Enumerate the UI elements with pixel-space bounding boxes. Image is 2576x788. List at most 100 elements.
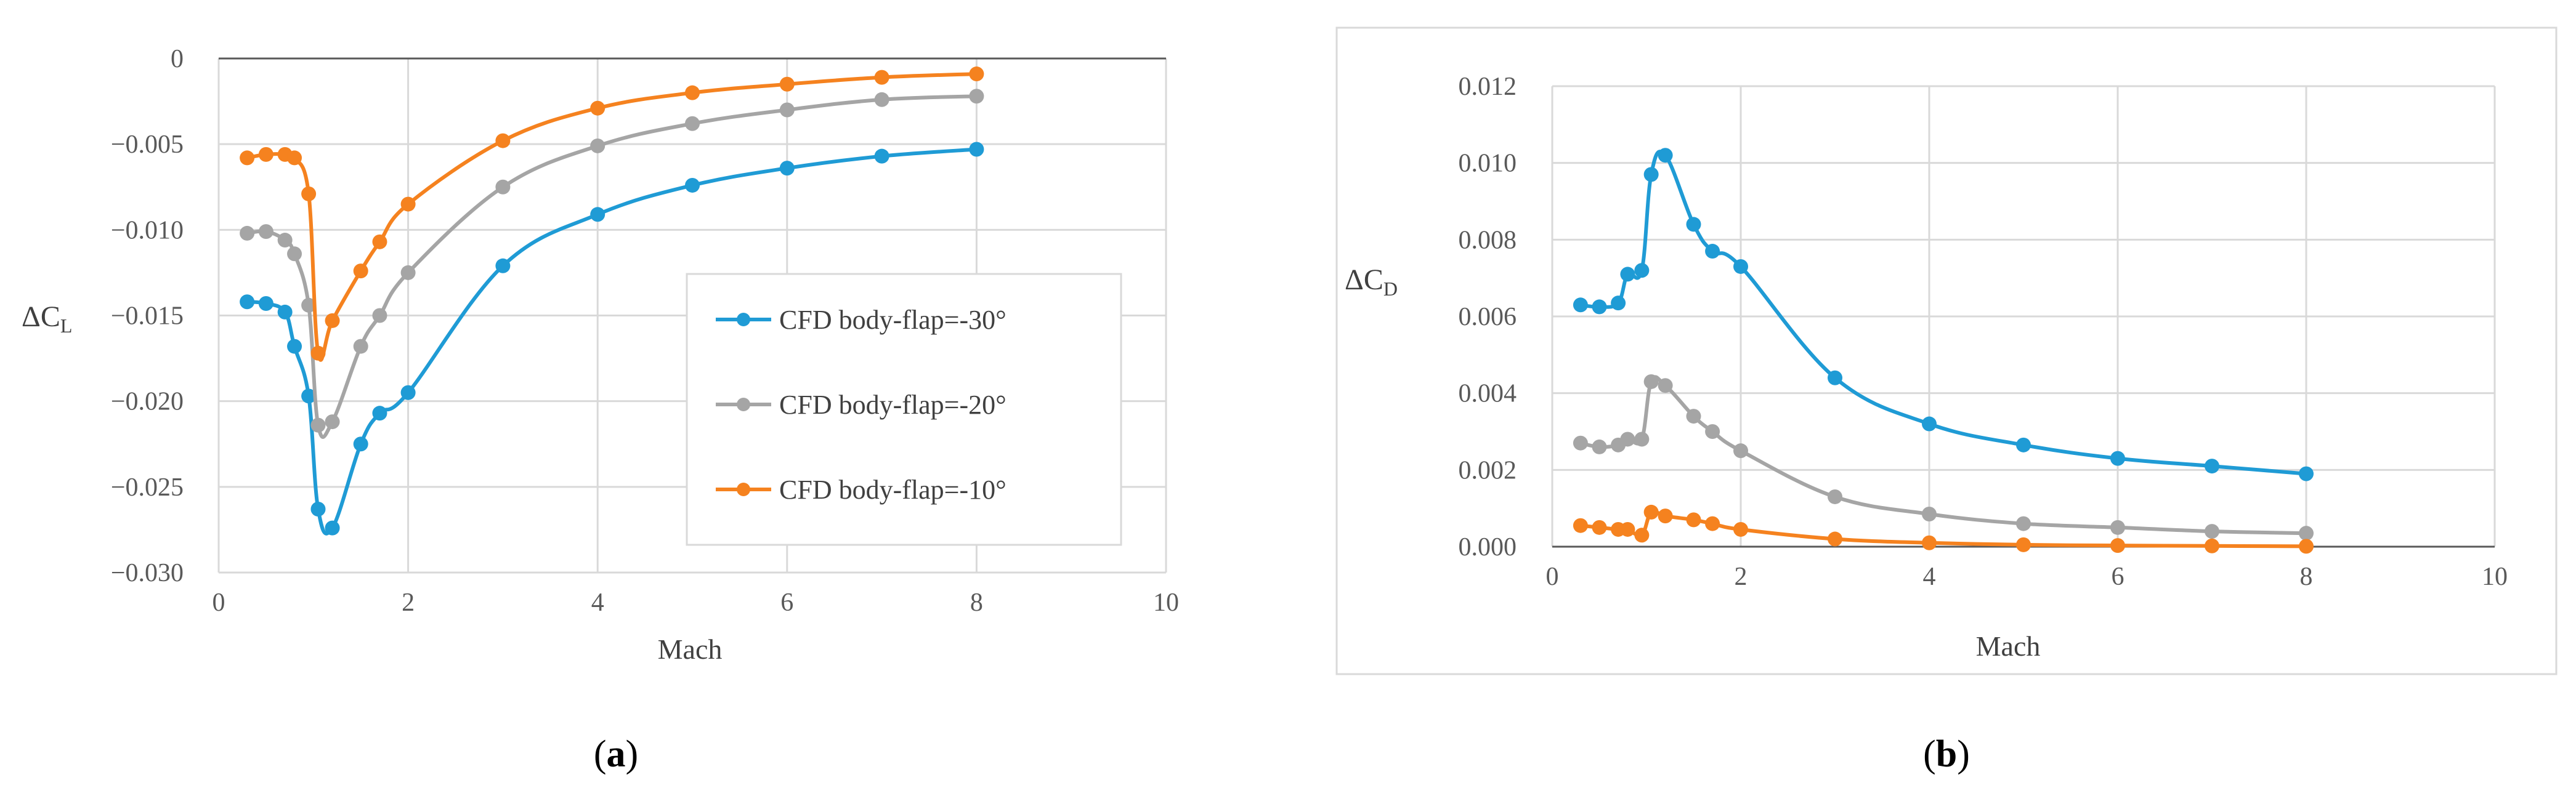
- chart-b-series-0-point-14: [2205, 459, 2219, 474]
- chart-b-series-2-point-11: [1922, 535, 1937, 550]
- chart-b-series-0-point-10: [1828, 370, 1842, 385]
- chart-b-series-1-point-3: [1620, 432, 1635, 447]
- chart-b-series-1-point-10: [1828, 489, 1842, 504]
- chart-b-series-2-point-7: [1686, 512, 1701, 528]
- legend-label-series-20: CFD body-flap=-20°: [779, 390, 1007, 420]
- chart-panel-a: 0 2 4 6 8 10 0 −0.005 −0.010 −0.015 −0.020 −0.025 −…: [22, 45, 1179, 775]
- chart-a-series-1-point-12: [685, 116, 700, 131]
- chart-b-x-tick-5: 10: [2482, 563, 2508, 591]
- chart-a-series-2-point-12: [685, 85, 700, 100]
- chart-b-series-0-point-2: [1611, 296, 1626, 311]
- chart-b-frame: [1335, 26, 2558, 675]
- chart-a-series-0-point-6: [325, 520, 340, 536]
- chart-a-y-tick-6: −0.030: [111, 559, 184, 587]
- chart-b-x-tick-0: 0: [1546, 563, 1559, 591]
- chart-a-series-1-point-11: [590, 138, 606, 153]
- chart-b-y-tick-1: 0.002: [1459, 456, 1517, 484]
- chart-a-series-0-point-15: [969, 142, 984, 157]
- chart-a-series-2-point-5: [310, 345, 326, 361]
- chart-b-series-2-point-10: [1828, 531, 1842, 547]
- chart-a-series: [240, 66, 984, 536]
- legend-item-series-10: CFD body-flap=-10°: [716, 475, 1007, 505]
- chart-a-series-2-point-15: [969, 66, 984, 82]
- chart-a-series-2-point-9: [400, 196, 416, 212]
- chart-b-series-0-point-6: [1658, 148, 1673, 163]
- chart-a-x-tick-3: 6: [780, 589, 793, 617]
- chart-a-series-1-point-15: [969, 89, 984, 104]
- chart-b-series-2-point-8: [1705, 516, 1720, 531]
- chart-b-series-1-point-4: [1634, 432, 1650, 447]
- chart-a-series-2-point-1: [258, 147, 273, 162]
- chart-b-series-2-point-15: [2299, 539, 2314, 554]
- chart-b-series-1-point-5: [1643, 374, 1659, 389]
- chart-a-series-0-point-1: [258, 296, 273, 312]
- chart-b-series-2-point-1: [1592, 520, 1607, 535]
- legend-swatch-marker-10: [737, 483, 750, 496]
- chart-a-series-2-point-11: [590, 100, 606, 116]
- chart-a-series-1-point-10: [495, 179, 511, 195]
- chart-b-series-1-point-9: [1733, 443, 1748, 459]
- legend-swatch-marker-20: [737, 398, 750, 411]
- chart-b-series-0-point-11: [1922, 416, 1937, 432]
- chart-b-series-1-point-0: [1573, 435, 1588, 451]
- chart-a-series-2-point-13: [779, 76, 795, 92]
- chart-panel-b: 0 2 4 6 8 10 0.0000.0020.0040.0060.0080.0100.…: [1335, 26, 2558, 775]
- chart-b-series-1-point-13: [2110, 520, 2125, 535]
- chart-b-y-tick-6: 0.012: [1459, 73, 1517, 101]
- chart-a-series-1-point-5: [310, 417, 326, 433]
- chart-b-series-0-point-4: [1634, 263, 1650, 278]
- panel-caption-a: (a): [594, 733, 638, 775]
- chart-a-series-0-point-7: [353, 436, 368, 452]
- chart-a-series-0-point-10: [495, 258, 511, 273]
- chart-a-x-tick-5: 10: [1153, 589, 1179, 617]
- chart-a-series-1-point-8: [372, 308, 387, 323]
- chart-b-y-tick-3: 0.006: [1459, 303, 1517, 331]
- chart-a-y-tick-0: 0: [171, 45, 184, 73]
- chart-b-series-2-point-6: [1658, 509, 1673, 524]
- chart-a-series-0-point-13: [779, 161, 795, 176]
- chart-b-series-2-point-13: [2110, 538, 2125, 553]
- chart-a-series-1-point-4: [301, 297, 317, 313]
- chart-b-series-2-point-12: [2016, 537, 2031, 552]
- chart-b-x-tick-1: 2: [1735, 563, 1748, 591]
- chart-a-x-tick-1: 2: [402, 589, 415, 617]
- chart-b-series-line-0: [1580, 150, 2307, 476]
- chart-a-x-tick-0: 0: [213, 589, 225, 617]
- chart-b-y-tick-5: 0.010: [1459, 150, 1517, 178]
- legend-item-series-30: CFD body-flap=-30°: [716, 305, 1007, 335]
- chart-b-series-1-point-14: [2205, 524, 2219, 539]
- chart-b-series-0-point-0: [1573, 297, 1588, 313]
- chart-a-legend: CFD body-flap=-30° CFD body-flap=-20° CF…: [686, 273, 1122, 546]
- legend-item-series-20: CFD body-flap=-20°: [716, 390, 1007, 420]
- chart-b-series-2-point-4: [1634, 528, 1650, 543]
- chart-a-series-0-point-14: [874, 148, 889, 164]
- chart-b-series-0-point-13: [2110, 451, 2125, 466]
- chart-a-y-tick-labels: 0 −0.005 −0.010 −0.015 −0.020 −0.025 −0.030: [111, 45, 184, 587]
- chart-b-x-tick-4: 8: [2300, 563, 2313, 591]
- chart-a-series-0-point-12: [685, 177, 700, 193]
- chart-b-series-1-point-1: [1592, 439, 1607, 454]
- legend-swatch-marker-30: [737, 313, 750, 326]
- panel-caption-b: (b): [1923, 733, 1970, 775]
- chart-b-series-2-point-14: [2205, 538, 2219, 553]
- chart-b-series-1-point-12: [2016, 516, 2031, 531]
- chart-b-series-2-point-9: [1733, 521, 1748, 537]
- chart-b-y-tick-labels: 0.000 0.002 0.004 0.006 0.008 0.010 0.012: [1459, 73, 1517, 561]
- chart-a-series-1-point-9: [400, 265, 416, 280]
- chart-a-series-0-point-2: [277, 304, 293, 320]
- chart-a-series-0-point-11: [590, 207, 606, 222]
- chart-b-series-1-point-7: [1686, 409, 1701, 424]
- chart-b-series-0-point-15: [2299, 466, 2314, 481]
- chart-b-series-1-point-6: [1658, 378, 1673, 393]
- chart-a-x-tick-4: 8: [970, 589, 983, 617]
- chart-a-series-2-point-8: [372, 234, 387, 249]
- chart-a-y-tick-5: −0.025: [111, 473, 184, 502]
- legend-label-series-30: CFD body-flap=-30°: [779, 305, 1007, 335]
- chart-a-y-tick-4: −0.020: [111, 388, 184, 416]
- chart-b-series-line-1: [1580, 375, 2307, 536]
- chart-a-series-0-point-5: [310, 502, 326, 517]
- chart-b-series-2-point-0: [1573, 518, 1588, 533]
- chart-b-gridlines: [1551, 85, 2496, 548]
- chart-a-series-2-point-14: [874, 70, 889, 85]
- chart-b-series-0-point-3: [1620, 267, 1635, 282]
